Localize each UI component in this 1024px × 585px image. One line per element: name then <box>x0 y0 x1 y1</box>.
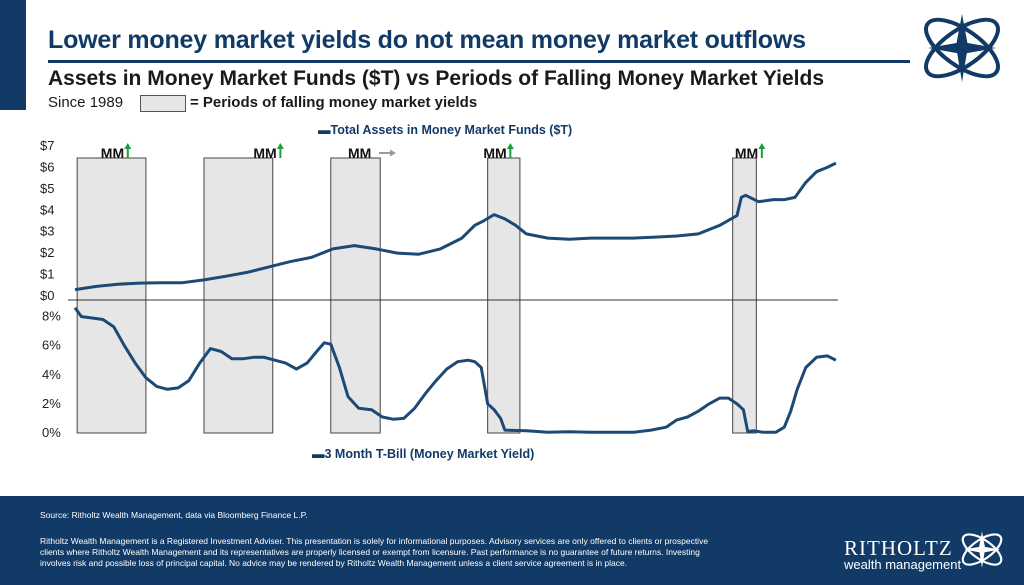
mm-annotation-4: MM <box>483 143 514 161</box>
since-label: Since 1989 <box>48 94 124 111</box>
compass-logo-icon <box>924 14 1000 82</box>
brand-compass-icon <box>961 531 1003 568</box>
footer: Source: Ritholtz Wealth Management, data… <box>0 496 1024 585</box>
shaded-period-4 <box>487 157 521 434</box>
y-tick-bottom-2: 4% <box>42 367 61 382</box>
y-tick-bottom-0: 0% <box>42 425 61 440</box>
legend-shade-label: = Periods of falling money market yields <box>190 94 478 111</box>
series-legend-assets: ▬Total Assets in Money Market Funds ($T) <box>318 123 572 137</box>
y-tick-top-0: $0 <box>40 288 54 303</box>
shaded-period-1 <box>76 157 147 434</box>
y-axis-top: $0 $1 $2 $3 $4 $5 $6 $7 <box>40 138 54 303</box>
y-tick-top-6: $6 <box>40 159 54 174</box>
title-rule <box>48 60 910 63</box>
shaded-period-5 <box>732 157 757 434</box>
series-legend-assets-label: Total Assets in Money Market Funds ($T) <box>331 123 573 137</box>
series-legend-yield-label: 3 Month T-Bill (Money Market Yield) <box>325 447 535 461</box>
shaded-period-3 <box>330 157 381 434</box>
disclaimer: Ritholtz Wealth Management is a Register… <box>40 536 709 568</box>
mm-label: MM <box>348 145 371 161</box>
mm-annotation-5: MM <box>735 143 766 161</box>
series-legend-yield-swatch: ▬ <box>312 447 325 461</box>
brand-tagline: wealth management <box>844 557 962 572</box>
page-title: Lower money market yields do not mean mo… <box>48 26 806 54</box>
y-tick-top-7: $7 <box>40 138 54 153</box>
y-tick-top-3: $3 <box>40 224 54 239</box>
accent-bar <box>0 0 26 110</box>
mm-annotations: MM MM MM MM MM <box>101 143 766 161</box>
y-tick-bottom-4: 8% <box>42 309 61 324</box>
mm-annotation-2: MM <box>253 143 284 161</box>
brand-logo: RITHOLTZ wealth management <box>844 536 961 572</box>
series-legend-yield: ▬3 Month T-Bill (Money Market Yield) <box>312 447 534 461</box>
legend-shade-swatch <box>140 95 186 112</box>
y-tick-top-2: $2 <box>40 245 54 260</box>
mm-annotation-3: MM <box>348 145 396 161</box>
mm-label: MM <box>483 145 506 161</box>
y-tick-top-1: $1 <box>40 267 54 282</box>
assets-line <box>74 161 837 292</box>
chart-subtitle: Assets in Money Market Funds ($T) vs Per… <box>48 67 825 90</box>
mm-label: MM <box>101 145 124 161</box>
source-note: Source: Ritholtz Wealth Management, data… <box>40 510 308 520</box>
y-axis-bottom: 0% 2% 4% 6% 8% <box>42 309 61 440</box>
mm-label: MM <box>253 145 276 161</box>
chart-area: ▬Total Assets in Money Market Funds ($T)… <box>40 123 838 461</box>
y-tick-top-4: $4 <box>40 202 54 217</box>
y-tick-bottom-3: 6% <box>42 338 61 353</box>
mm-label: MM <box>735 145 758 161</box>
mm-annotation-1: MM <box>101 143 132 161</box>
shaded-period-2 <box>203 157 274 434</box>
y-tick-bottom-1: 2% <box>42 396 61 411</box>
shaded-periods <box>76 157 757 434</box>
series-legend-assets-swatch: ▬ <box>318 123 331 137</box>
y-tick-top-5: $5 <box>40 181 54 196</box>
yield-line <box>73 306 837 434</box>
brand-name: RITHOLTZ <box>844 536 953 560</box>
